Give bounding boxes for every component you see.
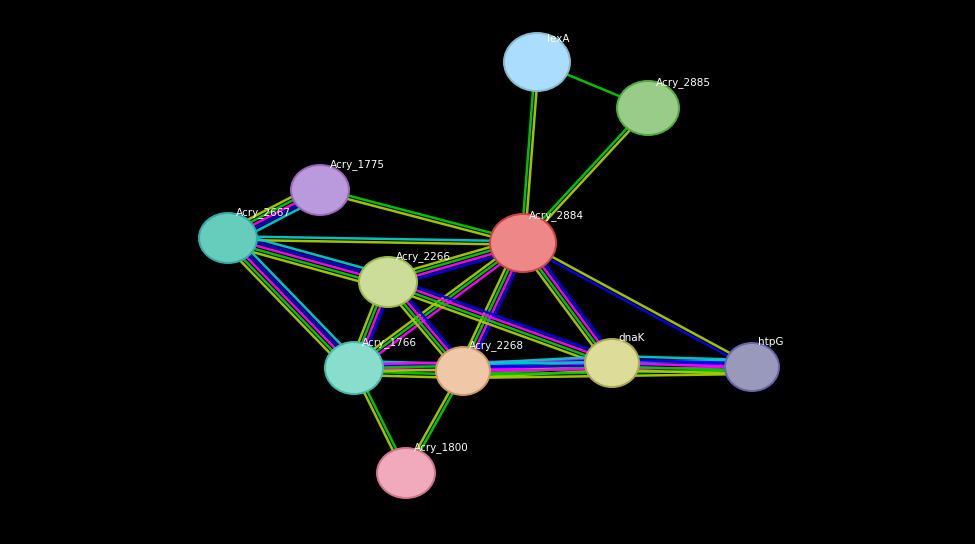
Text: Acry_2884: Acry_2884 bbox=[529, 210, 584, 221]
Text: Acry_1800: Acry_1800 bbox=[414, 442, 469, 453]
Ellipse shape bbox=[724, 342, 780, 392]
Ellipse shape bbox=[505, 34, 569, 90]
Ellipse shape bbox=[503, 32, 571, 92]
Ellipse shape bbox=[292, 166, 348, 214]
Ellipse shape bbox=[360, 258, 416, 306]
Ellipse shape bbox=[324, 341, 384, 395]
Ellipse shape bbox=[376, 447, 436, 499]
Ellipse shape bbox=[586, 340, 638, 386]
Ellipse shape bbox=[198, 212, 258, 264]
Text: dnaK: dnaK bbox=[618, 333, 644, 343]
Ellipse shape bbox=[290, 164, 350, 216]
Text: Acry_1766: Acry_1766 bbox=[362, 337, 417, 348]
Text: Acry_2885: Acry_2885 bbox=[656, 77, 711, 88]
Ellipse shape bbox=[435, 346, 491, 396]
Text: htpG: htpG bbox=[758, 337, 784, 347]
Text: Acry_2268: Acry_2268 bbox=[469, 340, 524, 351]
Ellipse shape bbox=[491, 215, 555, 271]
Text: Acry_2266: Acry_2266 bbox=[396, 251, 451, 262]
Ellipse shape bbox=[584, 338, 640, 388]
Ellipse shape bbox=[378, 449, 434, 497]
Ellipse shape bbox=[618, 82, 678, 134]
Ellipse shape bbox=[326, 343, 382, 393]
Ellipse shape bbox=[437, 348, 489, 394]
Ellipse shape bbox=[358, 256, 418, 308]
Ellipse shape bbox=[726, 344, 778, 390]
Text: Acry_1775: Acry_1775 bbox=[330, 159, 385, 170]
Text: lexA: lexA bbox=[547, 34, 569, 44]
Text: Acry_2667: Acry_2667 bbox=[236, 207, 291, 218]
Ellipse shape bbox=[616, 80, 680, 136]
Ellipse shape bbox=[200, 214, 256, 262]
Ellipse shape bbox=[489, 213, 557, 273]
